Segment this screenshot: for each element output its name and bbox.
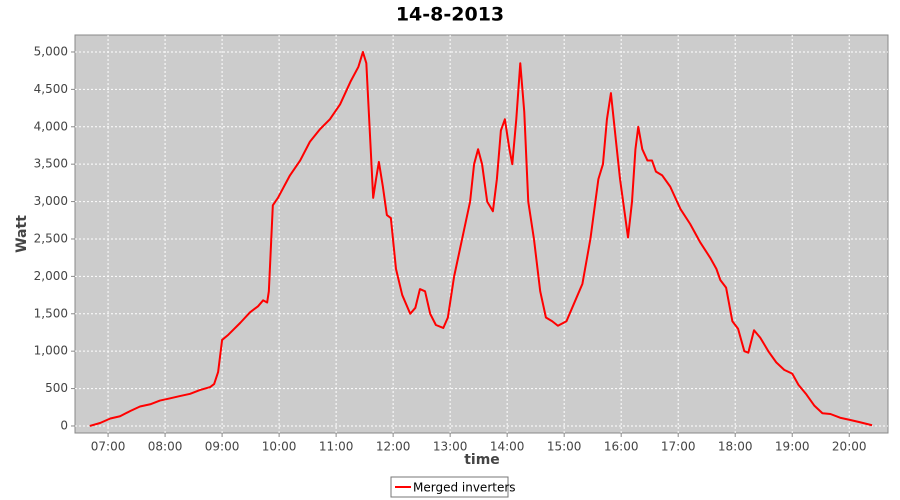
x-tick-label: 07:00 [91, 440, 126, 454]
plot-area [74, 34, 889, 434]
legend-box [390, 476, 509, 498]
y-tick-label: 2,000 [34, 269, 68, 283]
y-tick-label: 3,000 [34, 194, 68, 208]
x-tick-label: 08:00 [148, 440, 183, 454]
series-line [89, 50, 873, 427]
y-tick-label: 2,500 [34, 231, 68, 245]
y-tick-label: 4,500 [34, 82, 68, 96]
x-tick-label: 14:00 [490, 440, 525, 454]
x-tick-label: 09:00 [205, 440, 240, 454]
x-tick-label: 11:00 [319, 440, 354, 454]
x-tick-label: 15:00 [547, 440, 582, 454]
y-tick-label: 4,000 [34, 119, 68, 133]
y-axis-label: Watt [14, 215, 30, 253]
x-tick-label: 16:00 [604, 440, 639, 454]
x-tick-label: 13:00 [433, 440, 468, 454]
y-tick-label: 1,500 [34, 306, 68, 320]
x-tick-label: 19:00 [775, 440, 810, 454]
y-tick-label: 500 [45, 381, 68, 395]
x-axis-label: time [464, 452, 500, 468]
y-tick-label: 1,000 [34, 344, 68, 358]
x-tick-label: 12:00 [376, 440, 411, 454]
y-tick-label: 3,500 [34, 157, 68, 171]
x-tick-label: 18:00 [718, 440, 753, 454]
x-tick-label: 20:00 [832, 440, 867, 454]
y-tick-label: 0 [60, 418, 68, 432]
y-tick-label: 5,000 [34, 44, 68, 58]
x-tick-label: 10:00 [262, 440, 297, 454]
chart-title: 14-8-2013 [396, 4, 504, 26]
legend-label: Merged inverters [413, 481, 516, 495]
x-tick-label: 17:00 [661, 440, 696, 454]
